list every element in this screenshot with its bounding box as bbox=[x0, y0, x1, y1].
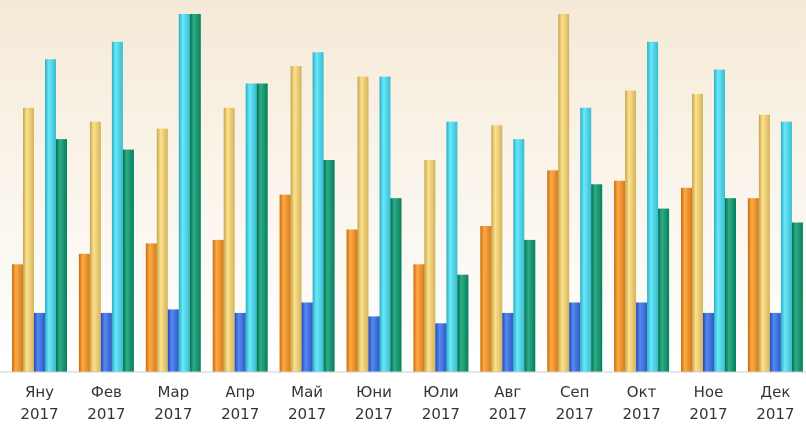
x-tick-year-label: 2017 bbox=[623, 405, 661, 423]
bar-series4-cat2 bbox=[111, 41, 123, 373]
bar-series2-cat12 bbox=[758, 114, 770, 373]
bar-series4-cat10 bbox=[647, 41, 659, 373]
x-tick-month-label: Фев bbox=[91, 383, 122, 401]
x-tick-year-label: 2017 bbox=[87, 405, 125, 423]
bar-series1-cat6 bbox=[346, 229, 358, 372]
bar-series1-cat3 bbox=[145, 243, 157, 372]
bar-series5-cat1 bbox=[56, 139, 67, 372]
x-tick-year-label: 2017 bbox=[355, 405, 393, 423]
bar-series3-cat1 bbox=[34, 312, 45, 372]
bar-series2-cat11 bbox=[692, 93, 703, 373]
bar-series4-cat8 bbox=[513, 139, 525, 372]
x-tick-month-label: Мар bbox=[157, 383, 189, 401]
x-tick-year-label: 2017 bbox=[288, 405, 326, 423]
bar-series3-cat5 bbox=[301, 302, 313, 372]
bar-series2-cat4 bbox=[223, 107, 235, 373]
chart-background bbox=[0, 0, 806, 360]
bar-series5-cat10 bbox=[658, 208, 670, 372]
bar-series4-cat1 bbox=[45, 59, 56, 372]
bar-series3-cat2 bbox=[100, 312, 112, 372]
bar-series5-cat12 bbox=[791, 222, 803, 372]
bar-series3-cat7 bbox=[435, 323, 447, 372]
bar-series2-cat2 bbox=[89, 121, 101, 372]
bar-series1-cat10 bbox=[614, 180, 626, 372]
bar-series5-cat7 bbox=[457, 274, 469, 372]
bar-series3-cat8 bbox=[502, 312, 514, 372]
bar-series1-cat5 bbox=[279, 194, 291, 372]
x-tick-year-label: 2017 bbox=[689, 405, 727, 423]
bar-series5-cat11 bbox=[725, 198, 736, 372]
bar-series2-cat5 bbox=[290, 66, 302, 372]
bar-series4-cat6 bbox=[379, 76, 391, 372]
bar-series4-cat7 bbox=[446, 121, 458, 372]
bar-series3-cat10 bbox=[636, 302, 648, 372]
bar-series1-cat7 bbox=[413, 264, 425, 372]
x-tick-month-label: Май bbox=[291, 383, 323, 401]
bar-series4-cat5 bbox=[312, 52, 324, 372]
bar-series4-cat11 bbox=[714, 69, 725, 372]
bar-series2-cat8 bbox=[491, 125, 503, 372]
bar-series5-cat9 bbox=[591, 184, 603, 372]
bar-series1-cat1 bbox=[12, 264, 23, 372]
bar-series5-cat4 bbox=[256, 83, 268, 372]
bar-series2-cat10 bbox=[625, 90, 637, 372]
bar-series2-cat9 bbox=[558, 14, 570, 372]
bar-series1-cat4 bbox=[212, 239, 224, 372]
bar-series4-cat12 bbox=[780, 121, 792, 372]
bar-series3-cat9 bbox=[569, 302, 581, 372]
bar-series3-cat6 bbox=[368, 316, 380, 372]
bar-series1-cat8 bbox=[480, 226, 492, 372]
x-tick-year-label: 2017 bbox=[20, 405, 58, 423]
x-tick-year-label: 2017 bbox=[154, 405, 192, 423]
x-tick-year-label: 2017 bbox=[756, 405, 794, 423]
bar-series2-cat3 bbox=[156, 128, 168, 372]
bar-series3-cat11 bbox=[703, 312, 714, 372]
bar-series1-cat9 bbox=[547, 170, 559, 372]
bar-series5-cat2 bbox=[122, 149, 134, 372]
x-tick-month-label: Юни bbox=[356, 383, 392, 401]
bar-series2-cat7 bbox=[424, 160, 436, 372]
bar-series5-cat5 bbox=[323, 160, 335, 372]
bars-group bbox=[12, 14, 803, 373]
x-tick-month-label: Окт bbox=[627, 383, 657, 401]
bar-series1-cat12 bbox=[747, 198, 759, 372]
bar-series1-cat2 bbox=[78, 253, 90, 372]
bar-series2-cat1 bbox=[23, 107, 34, 373]
x-tick-month-label: Сеп bbox=[560, 383, 590, 401]
x-tick-labels: Яну 2017 Фев 2017 Мар 2017 Апр 2017 Май 2017 Юни 20… bbox=[20, 383, 794, 423]
x-tick-month-label: Ное bbox=[694, 383, 724, 401]
x-tick-month-label: Юли bbox=[423, 383, 459, 401]
bar-series5-cat3 bbox=[189, 14, 201, 372]
bar-series2-cat6 bbox=[357, 76, 369, 372]
x-tick-month-label: Дек bbox=[760, 383, 790, 401]
bar-series4-cat4 bbox=[245, 83, 257, 372]
x-tick-year-label: 2017 bbox=[556, 405, 594, 423]
bar-series3-cat4 bbox=[234, 312, 246, 372]
x-tick-year-label: 2017 bbox=[221, 405, 259, 423]
x-tick-month-label: Яну bbox=[25, 383, 54, 401]
bar-series4-cat9 bbox=[580, 107, 592, 373]
x-tick-year-label: 2017 bbox=[422, 405, 460, 423]
x-tick-year-label: 2017 bbox=[489, 405, 527, 423]
x-tick-month-label: Апр bbox=[225, 383, 255, 401]
bar-series1-cat11 bbox=[681, 187, 692, 372]
bar-series3-cat12 bbox=[769, 312, 781, 372]
x-tick-month-label: Авг bbox=[494, 383, 521, 401]
bar-series5-cat8 bbox=[524, 239, 536, 372]
bar-series4-cat3 bbox=[178, 14, 190, 372]
bar-series3-cat3 bbox=[167, 309, 179, 372]
bar-series5-cat6 bbox=[390, 198, 402, 372]
